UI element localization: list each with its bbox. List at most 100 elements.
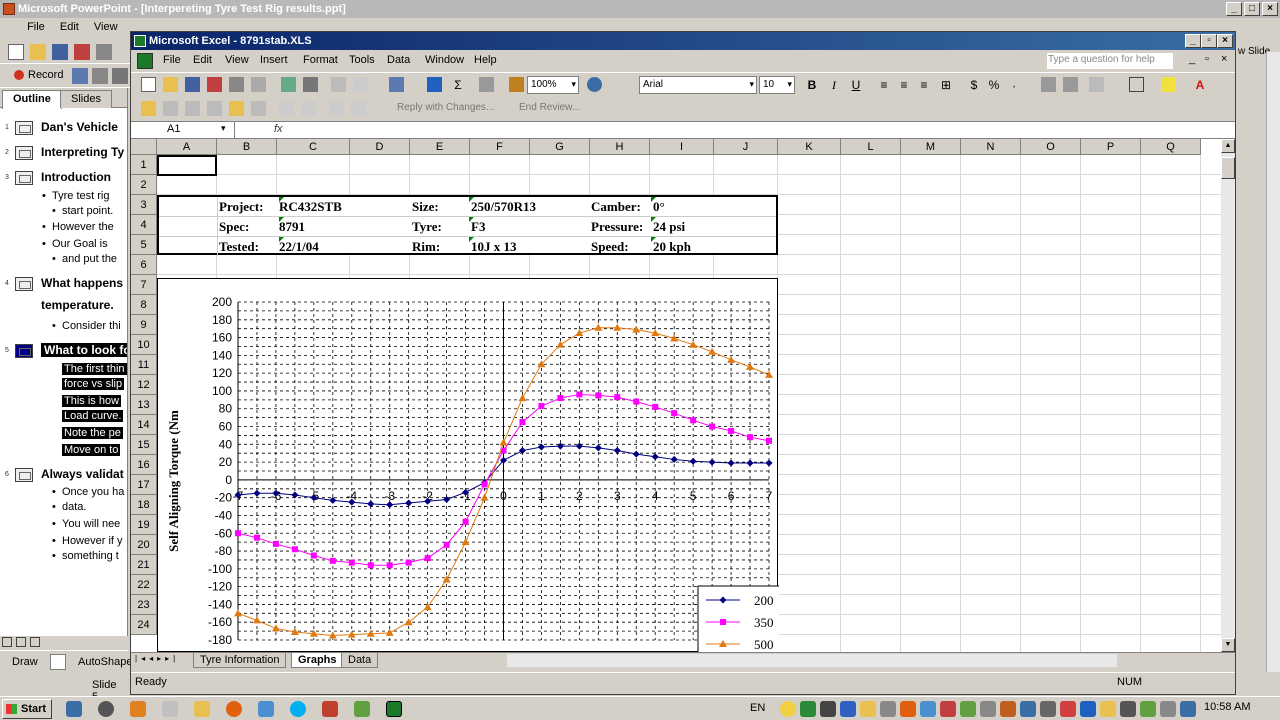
- help-icon[interactable]: [587, 77, 602, 92]
- ppt-menu-file[interactable]: File: [27, 21, 45, 33]
- outline-bullet[interactable]: Consider thi: [52, 320, 121, 332]
- align-center-icon[interactable]: ≡: [900, 78, 908, 92]
- tray-icon[interactable]: [940, 701, 956, 717]
- doc-restore-icon[interactable]: ▫: [1205, 53, 1209, 65]
- language-indicator[interactable]: EN: [750, 702, 766, 714]
- row-header-14[interactable]: 14: [131, 415, 157, 435]
- open-icon[interactable]: [163, 77, 178, 92]
- increase-decimal-icon[interactable]: [1041, 77, 1056, 92]
- project-value[interactable]: RC432STB: [279, 199, 342, 214]
- research-icon[interactable]: [303, 77, 318, 92]
- row-header-11[interactable]: 11: [131, 355, 157, 375]
- normal-view-icon[interactable]: [2, 637, 12, 647]
- sort-icon[interactable]: [479, 77, 494, 92]
- outline-bullet[interactable]: Move on to: [52, 444, 121, 456]
- volume-icon[interactable]: [1180, 701, 1196, 717]
- underline-button[interactable]: U: [851, 78, 861, 92]
- restore-icon[interactable]: ▫: [1201, 34, 1217, 48]
- font-select[interactable]: Arial: [639, 76, 757, 94]
- outline-bullet-cont[interactable]: force vs slip: [52, 378, 125, 390]
- hyperlink-icon[interactable]: [427, 77, 442, 92]
- size-value[interactable]: 250/570R13: [471, 199, 536, 214]
- row-header-20[interactable]: 20: [131, 535, 157, 555]
- menu-format[interactable]: Format: [303, 54, 338, 66]
- tray-icon[interactable]: [860, 701, 876, 717]
- close-icon[interactable]: ×: [1262, 2, 1278, 16]
- outline-bullet[interactable]: Tyre test rig: [42, 190, 110, 202]
- currency-icon[interactable]: $: [970, 78, 978, 92]
- row-header-16[interactable]: 16: [131, 455, 157, 475]
- vertical-scrollbar[interactable]: ▲ ▼: [1221, 139, 1235, 652]
- mail-icon[interactable]: [258, 701, 274, 717]
- sorter-view-icon[interactable]: [16, 637, 26, 647]
- tray-icon[interactable]: [980, 701, 996, 717]
- decrease-decimal-icon[interactable]: [1063, 77, 1078, 92]
- menu-data[interactable]: Data: [387, 54, 411, 66]
- menu-view[interactable]: View: [225, 54, 249, 66]
- row-header-15[interactable]: 15: [131, 435, 157, 455]
- tray-icon[interactable]: [840, 701, 856, 717]
- tools-icon[interactable]: [112, 68, 128, 84]
- maximize-icon[interactable]: □: [1244, 2, 1260, 16]
- row-header-1[interactable]: 1: [131, 155, 157, 175]
- name-box[interactable]: A1: [131, 122, 235, 138]
- select-objects-icon[interactable]: [50, 654, 66, 670]
- row-header-18[interactable]: 18: [131, 495, 157, 515]
- tab-outline[interactable]: Outline: [2, 90, 62, 109]
- tray-icon[interactable]: [800, 701, 816, 717]
- row-header-6[interactable]: 6: [131, 255, 157, 275]
- outline-bullet-cont[interactable]: data.: [52, 501, 87, 513]
- scroll-up-icon[interactable]: ▲: [1221, 139, 1235, 153]
- speed-value[interactable]: 20 kph: [653, 239, 691, 254]
- row-header-5[interactable]: 5: [131, 235, 157, 255]
- tray-icon[interactable]: [1160, 701, 1176, 717]
- column-header-i[interactable]: I: [650, 139, 714, 155]
- row-header-23[interactable]: 23: [131, 595, 157, 615]
- italic-button[interactable]: I: [832, 78, 836, 92]
- active-cell-cursor[interactable]: [157, 155, 217, 176]
- column-header-b[interactable]: B: [217, 139, 277, 155]
- new-icon[interactable]: [141, 77, 156, 92]
- slideshow-view-icon[interactable]: [30, 637, 40, 647]
- outline-bullet-cont[interactable]: and put the: [52, 253, 117, 265]
- column-header-o[interactable]: O: [1021, 139, 1081, 155]
- notepad-icon[interactable]: [162, 701, 178, 717]
- menu-window[interactable]: Window: [425, 54, 465, 66]
- row-header-9[interactable]: 9: [131, 315, 157, 335]
- workbook-icon[interactable]: [137, 53, 153, 69]
- tab-scroll-icons[interactable]: |◂◂▸▸|: [135, 654, 180, 663]
- menu-help[interactable]: Help: [474, 54, 497, 66]
- draw-menu[interactable]: Draw: [12, 656, 38, 668]
- align-left-icon[interactable]: ≡: [880, 78, 888, 92]
- tray-icon[interactable]: [960, 701, 976, 717]
- save-icon[interactable]: [185, 77, 200, 92]
- spelling-icon[interactable]: [281, 77, 296, 92]
- tray-icon[interactable]: [1120, 701, 1136, 717]
- scroll-thumb[interactable]: [1221, 157, 1235, 179]
- column-header-g[interactable]: G: [530, 139, 590, 155]
- font-size-select[interactable]: 10: [759, 76, 795, 94]
- pressure-value[interactable]: 24 psi: [653, 219, 686, 234]
- print-icon[interactable]: [96, 44, 112, 60]
- firefox-icon[interactable]: [226, 701, 242, 717]
- ppt-vertical-scrollbar[interactable]: [1266, 52, 1280, 672]
- spec-value[interactable]: 8791: [279, 219, 305, 234]
- ppt-menu-edit[interactable]: Edit: [59, 21, 79, 33]
- track-icon[interactable]: [279, 101, 294, 116]
- new-icon[interactable]: [8, 44, 24, 60]
- autosum-icon[interactable]: Σ: [454, 78, 462, 92]
- skype-icon[interactable]: [290, 701, 306, 717]
- sat-chart[interactable]: -180 -160 -140 -120 -100 -80 -60 -40 -20 0 20 40 60 8…: [157, 278, 803, 652]
- row-header-24[interactable]: 24: [131, 615, 157, 635]
- sheet-tab-tyre-information[interactable]: Tyre Information: [193, 653, 287, 668]
- prev-comment-icon[interactable]: [185, 101, 200, 116]
- row-header-22[interactable]: 22: [131, 575, 157, 595]
- chart-wizard-icon[interactable]: [509, 77, 524, 92]
- row-header-12[interactable]: 12: [131, 375, 157, 395]
- comment-icon[interactable]: [163, 101, 178, 116]
- powerpoint-task-icon[interactable]: [322, 701, 338, 717]
- end-review-button[interactable]: End Review...: [519, 102, 581, 113]
- tray-icon[interactable]: [820, 701, 836, 717]
- column-header-j[interactable]: J: [714, 139, 778, 155]
- column-header-p[interactable]: P: [1081, 139, 1141, 155]
